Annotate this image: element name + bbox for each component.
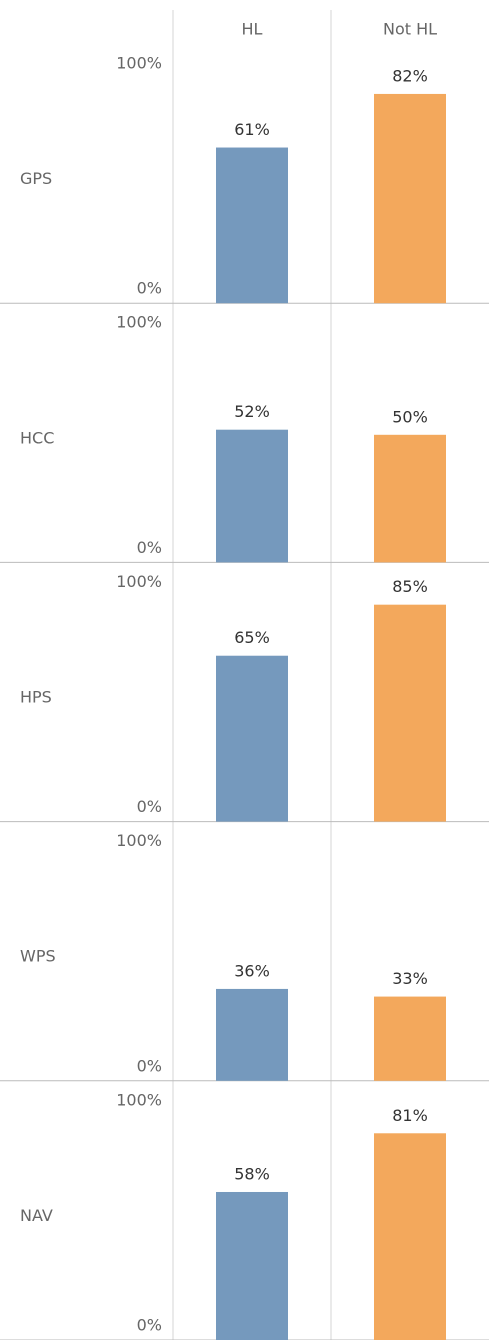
- bar: [374, 996, 446, 1081]
- y-tick-label: 0%: [137, 797, 162, 816]
- y-tick-label: 100%: [116, 54, 162, 73]
- value-label: 50%: [392, 407, 428, 426]
- bar: [216, 147, 288, 304]
- y-tick-label: 100%: [116, 572, 162, 591]
- row-label: HPS: [20, 688, 52, 707]
- bar: [216, 1191, 288, 1340]
- bar: [216, 429, 288, 563]
- bar: [374, 1133, 446, 1340]
- value-label: 85%: [392, 577, 428, 596]
- y-tick-label: 100%: [116, 1090, 162, 1109]
- y-tick-label: 0%: [137, 538, 162, 557]
- y-tick-label: 0%: [137, 1056, 162, 1075]
- value-label: 65%: [234, 628, 270, 647]
- y-tick-label: 100%: [116, 313, 162, 332]
- value-label: 81%: [392, 1106, 428, 1125]
- column-header: HL: [242, 20, 263, 39]
- bar: [374, 434, 446, 563]
- row-label: GPS: [20, 169, 52, 188]
- bar: [216, 988, 288, 1081]
- row-label: HCC: [20, 428, 54, 447]
- value-label: 58%: [234, 1164, 270, 1183]
- bar: [374, 604, 446, 822]
- value-label: 36%: [234, 961, 270, 980]
- column-header: Not HL: [383, 20, 437, 39]
- value-label: 33%: [392, 969, 428, 988]
- row-label: WPS: [20, 947, 56, 966]
- value-label: 61%: [234, 120, 270, 139]
- row-label: NAV: [20, 1206, 53, 1225]
- y-tick-label: 100%: [116, 831, 162, 850]
- y-tick-label: 0%: [137, 279, 162, 298]
- bar: [216, 655, 288, 822]
- value-label: 82%: [392, 66, 428, 85]
- value-label: 52%: [234, 402, 270, 421]
- bar: [374, 93, 446, 304]
- y-tick-label: 0%: [137, 1316, 162, 1335]
